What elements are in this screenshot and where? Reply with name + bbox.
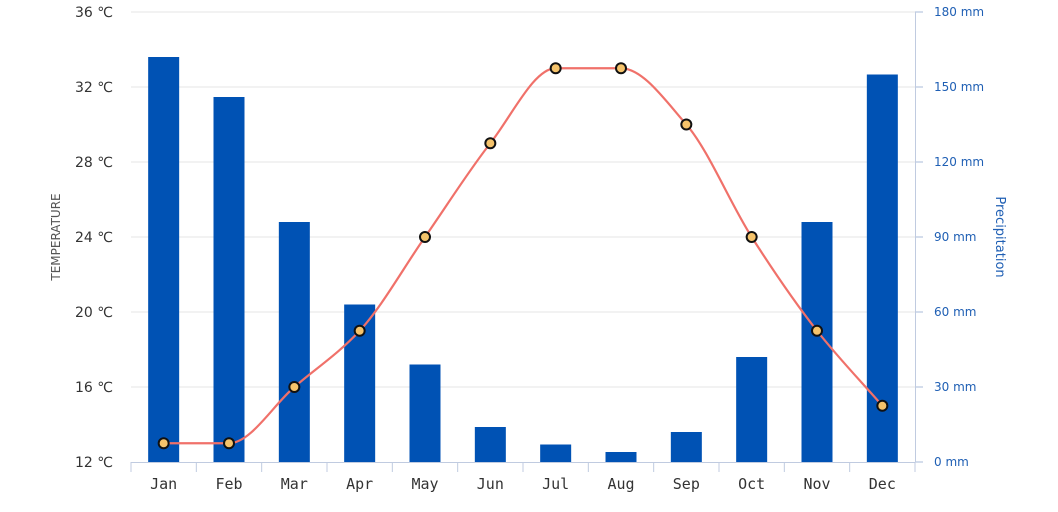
temperature-point — [157, 437, 170, 450]
left-tick-label: 36 ℃ — [75, 5, 113, 21]
left-tick-label: 24 ℃ — [75, 230, 113, 246]
temperature-point — [680, 118, 693, 131]
x-tick-label: Dec — [869, 475, 896, 493]
right-tick-label: 0 mm — [934, 455, 969, 469]
x-tick-label: May — [411, 475, 438, 493]
precipitation-bars — [148, 57, 898, 462]
left-tick-label: 16 ℃ — [75, 380, 113, 396]
precipitation-bar — [474, 427, 506, 462]
left-axis-label: TEMPERATURE — [49, 193, 63, 281]
temperature-line-group — [157, 62, 889, 450]
x-tick-label: Sep — [673, 475, 700, 493]
left-tick-label: 32 ℃ — [75, 80, 113, 96]
temperature-point — [223, 437, 235, 450]
x-tick-label: Jul — [542, 475, 569, 493]
temperature-point — [876, 399, 889, 412]
axes: 12 ℃ 16 ℃ 20 ℃ 24 ℃ 28 ℃ 32 ℃ 36 ℃ 0 mm 30 mm 60 … — [75, 5, 984, 493]
x-tick-label: Oct — [738, 475, 765, 493]
precipitation-bar — [866, 74, 898, 462]
temperature-point — [745, 231, 758, 243]
right-tick-label: 180 mm — [934, 5, 984, 19]
right-tick-label: 30 mm — [934, 380, 976, 394]
precipitation-bar — [540, 444, 572, 462]
right-axis-label: Precipitation — [992, 196, 1007, 277]
right-tick-label: 120 mm — [934, 155, 984, 169]
left-tick-label: 20 ℃ — [75, 305, 113, 321]
temperature-point — [811, 324, 823, 337]
right-tick-label: 60 mm — [934, 305, 976, 319]
temperature-point — [288, 381, 301, 393]
temperature-point — [353, 324, 366, 337]
x-tick-label: Nov — [803, 475, 830, 493]
precipitation-bar — [605, 452, 637, 462]
temperature-point — [549, 62, 562, 75]
precipitation-bar — [801, 222, 833, 462]
x-tick-label: Apr — [346, 475, 373, 493]
x-tick-label: Jun — [477, 475, 504, 493]
precipitation-bar — [213, 97, 245, 462]
precipitation-bar — [670, 432, 702, 462]
precipitation-bar — [736, 357, 768, 462]
x-tick-label: Mar — [281, 475, 308, 493]
precipitation-bar — [278, 222, 310, 462]
right-tick-label: 90 mm — [934, 230, 976, 244]
grid-lines — [131, 11, 915, 388]
right-tick-label: 150 mm — [934, 80, 984, 94]
left-tick-label: 12 ℃ — [75, 455, 113, 471]
precipitation-bar — [148, 57, 180, 462]
precipitation-bar — [409, 364, 441, 462]
temperature-point — [484, 137, 497, 150]
x-tick-label: Jan — [150, 475, 177, 493]
temperature-point — [419, 231, 431, 243]
temperature-point — [615, 62, 627, 75]
x-tick-label: Feb — [215, 475, 242, 493]
x-tick-label: Aug — [607, 475, 634, 493]
left-tick-label: 28 ℃ — [75, 155, 113, 171]
